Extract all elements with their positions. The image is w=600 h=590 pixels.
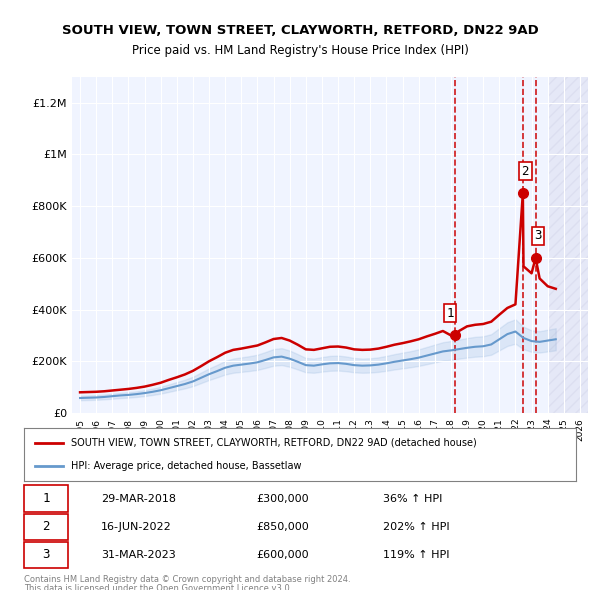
Text: 16-JUN-2022: 16-JUN-2022: [101, 522, 172, 532]
Text: 2: 2: [43, 520, 50, 533]
Text: £600,000: £600,000: [256, 550, 308, 560]
Text: HPI: Average price, detached house, Bassetlaw: HPI: Average price, detached house, Bass…: [71, 461, 301, 471]
Text: 29-MAR-2018: 29-MAR-2018: [101, 494, 176, 504]
Text: 36% ↑ HPI: 36% ↑ HPI: [383, 494, 442, 504]
Text: Contains HM Land Registry data © Crown copyright and database right 2024.: Contains HM Land Registry data © Crown c…: [24, 575, 350, 584]
FancyBboxPatch shape: [24, 542, 68, 568]
Text: 31-MAR-2023: 31-MAR-2023: [101, 550, 176, 560]
Text: 119% ↑ HPI: 119% ↑ HPI: [383, 550, 449, 560]
Text: 1: 1: [43, 492, 50, 505]
FancyBboxPatch shape: [24, 486, 68, 512]
Text: 1: 1: [446, 307, 454, 320]
Text: 3: 3: [43, 548, 50, 561]
Text: £850,000: £850,000: [256, 522, 308, 532]
Bar: [548, 77, 588, 413]
Text: 3: 3: [534, 230, 542, 242]
Text: SOUTH VIEW, TOWN STREET, CLAYWORTH, RETFORD, DN22 9AD: SOUTH VIEW, TOWN STREET, CLAYWORTH, RETF…: [62, 24, 538, 37]
Text: This data is licensed under the Open Government Licence v3.0.: This data is licensed under the Open Gov…: [24, 584, 292, 590]
Text: SOUTH VIEW, TOWN STREET, CLAYWORTH, RETFORD, DN22 9AD (detached house): SOUTH VIEW, TOWN STREET, CLAYWORTH, RETF…: [71, 438, 476, 448]
Text: Price paid vs. HM Land Registry's House Price Index (HPI): Price paid vs. HM Land Registry's House …: [131, 44, 469, 57]
Text: £300,000: £300,000: [256, 494, 308, 504]
FancyBboxPatch shape: [24, 513, 68, 540]
Text: 202% ↑ HPI: 202% ↑ HPI: [383, 522, 449, 532]
Text: 2: 2: [521, 165, 529, 178]
